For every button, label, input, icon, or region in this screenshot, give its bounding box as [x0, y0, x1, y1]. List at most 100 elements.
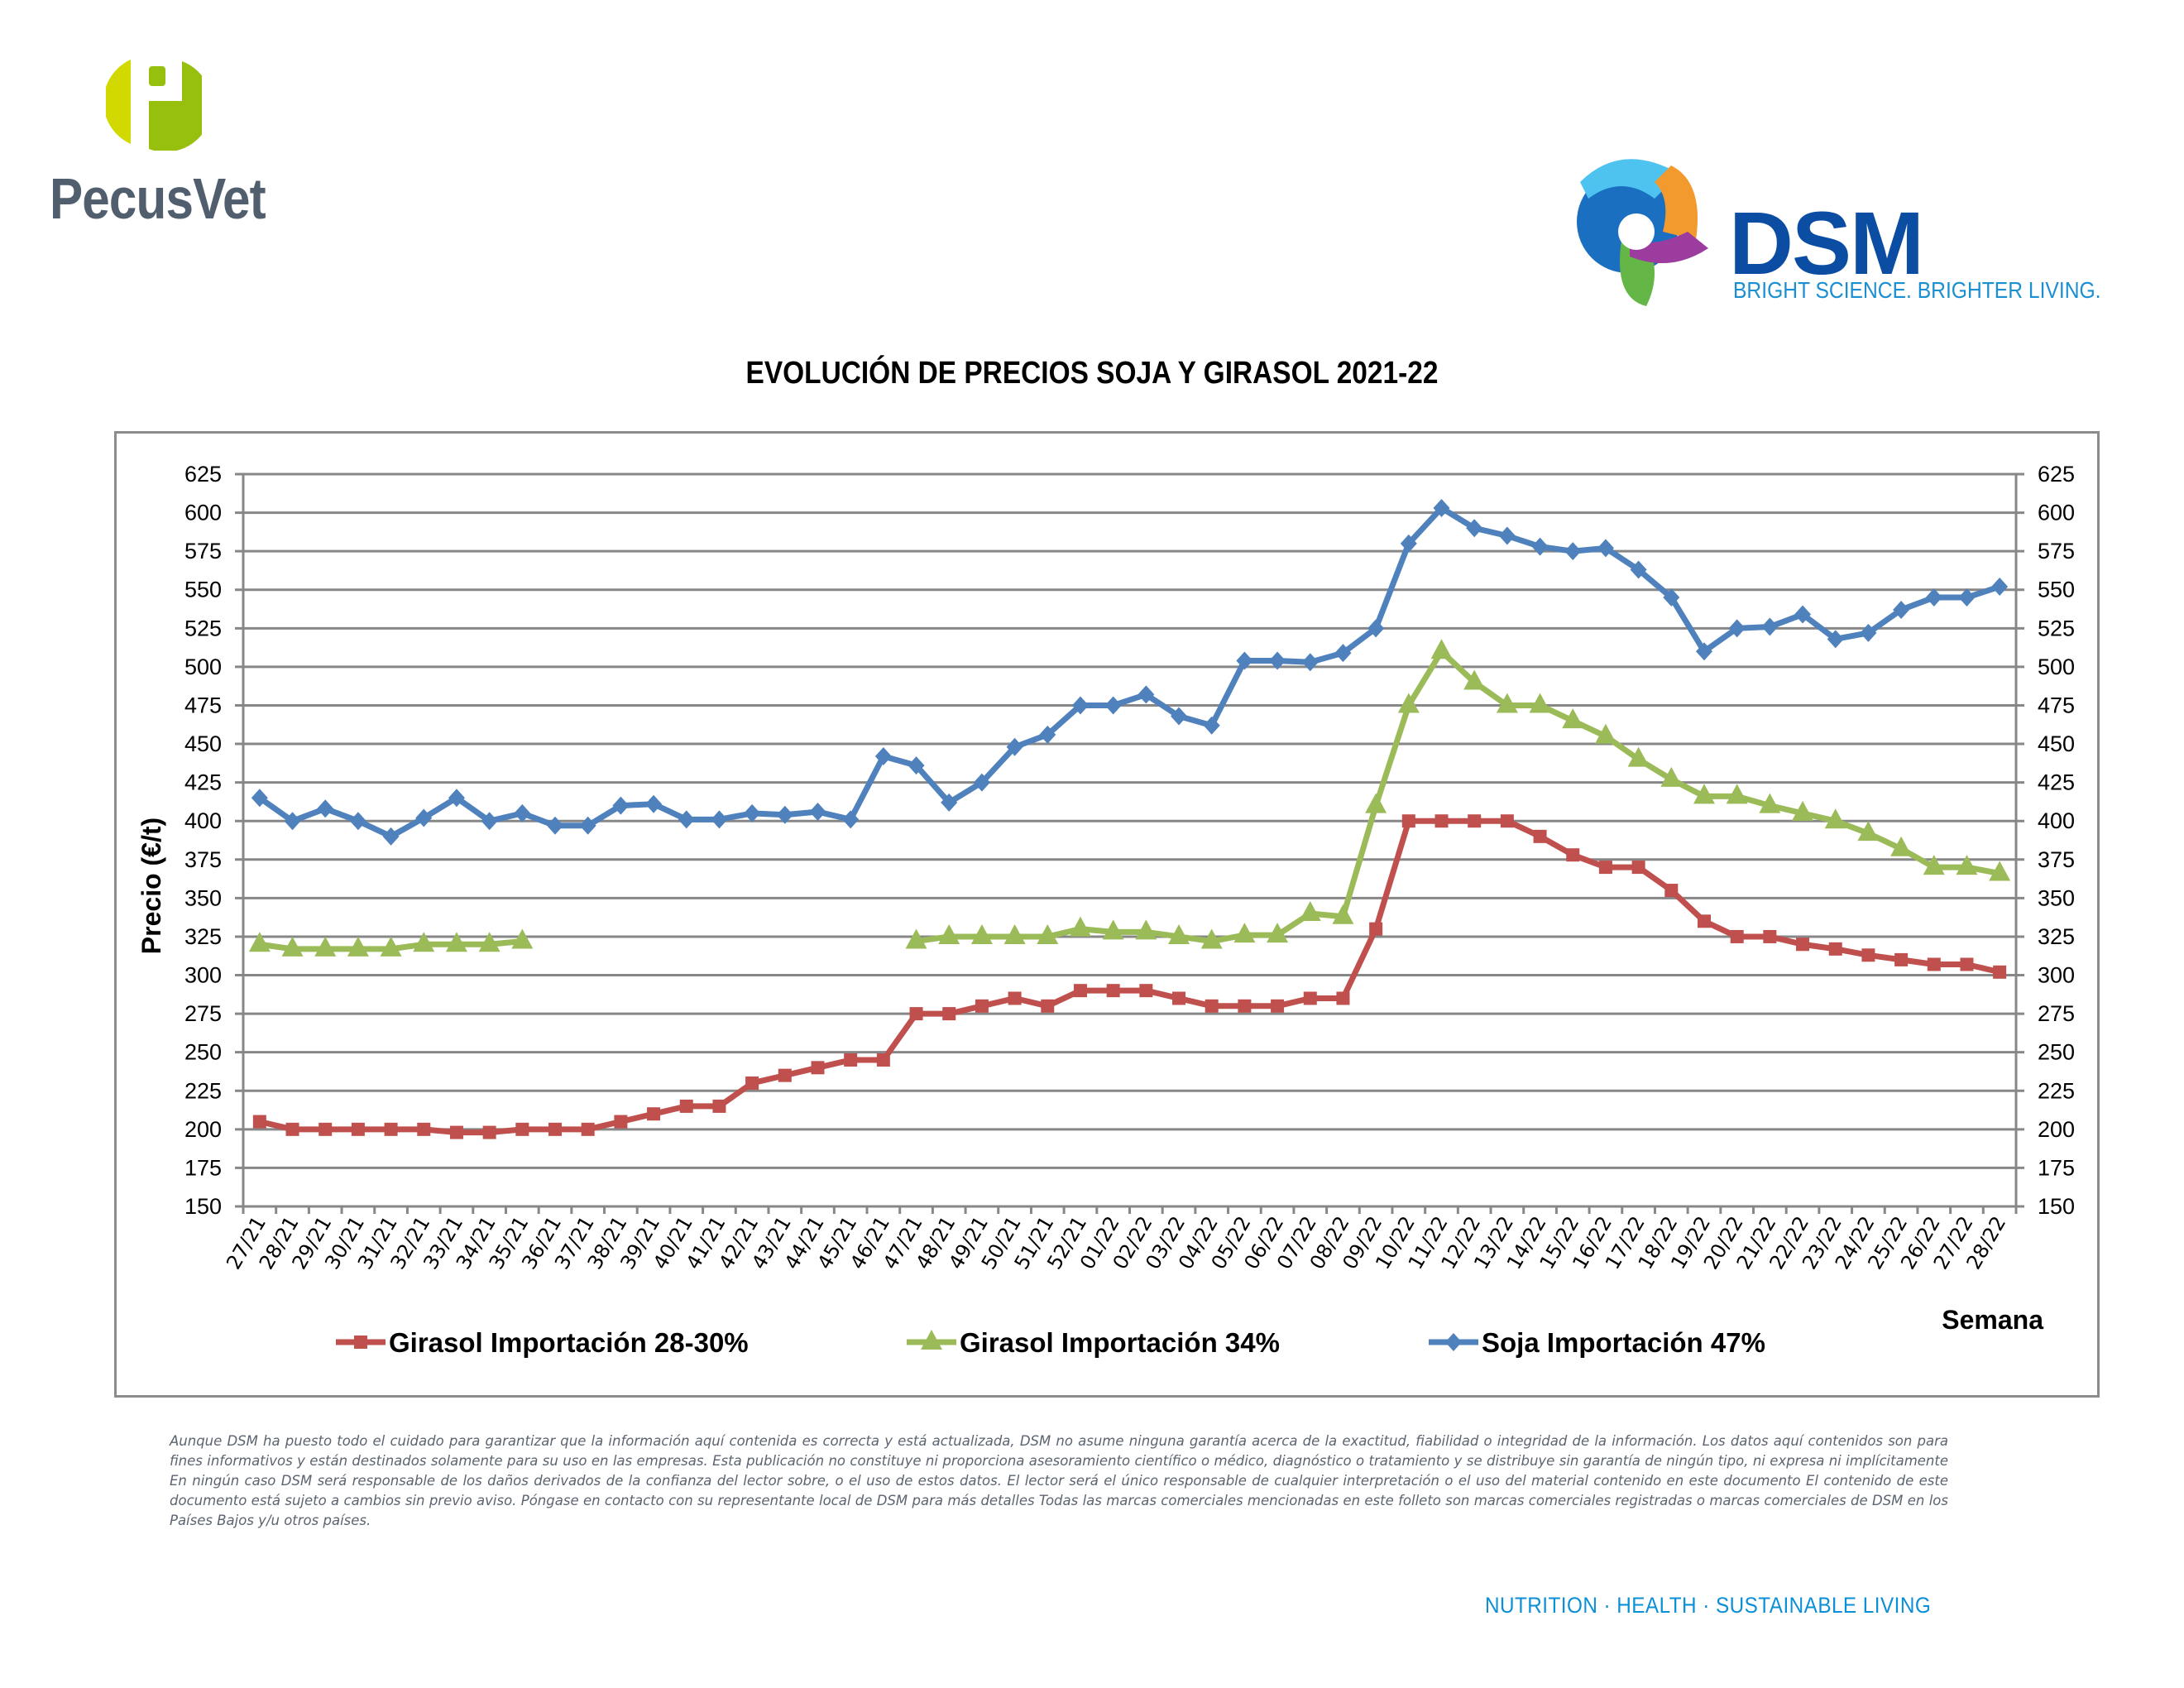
data-point: [1299, 901, 1321, 921]
y-tick-label-left: 250: [184, 1040, 222, 1065]
data-point: [1792, 800, 1814, 821]
data-point: [1336, 991, 1350, 1005]
data-point: [1890, 836, 1913, 856]
data-point: [711, 810, 728, 829]
data-point: [811, 1061, 825, 1075]
data-point: [548, 1122, 563, 1136]
pecusvet-wordmark: PecusVet: [50, 166, 266, 231]
y-tick-label-right: 200: [2038, 1117, 2075, 1142]
data-point: [317, 799, 334, 818]
data-point: [942, 1007, 956, 1021]
data-point: [612, 796, 630, 815]
data-point: [1631, 861, 1645, 875]
data-point: [347, 936, 369, 957]
y-tick-label-right: 550: [2038, 578, 2075, 602]
data-point: [579, 816, 596, 835]
data-point: [1927, 957, 1941, 971]
data-point: [1172, 991, 1186, 1005]
y-tick-label-left: 225: [184, 1078, 222, 1103]
data-point: [1236, 651, 1253, 670]
data-point: [1860, 623, 1877, 642]
data-point: [514, 803, 531, 822]
data-point: [1433, 498, 1450, 517]
data-point: [678, 810, 695, 829]
data-point: [1496, 693, 1518, 713]
y-tick-label-right: 475: [2038, 693, 2075, 717]
data-point: [1597, 539, 1614, 558]
y-tick-label-right: 225: [2038, 1078, 2075, 1103]
data-point: [1498, 526, 1516, 545]
data-point: [285, 1122, 299, 1136]
data-point: [384, 1122, 398, 1136]
y-tick-label-right: 175: [2038, 1155, 2075, 1180]
y-tick-label-right: 425: [2038, 770, 2075, 795]
data-point: [809, 803, 826, 822]
data-point: [744, 803, 761, 822]
data-point: [1730, 929, 1744, 943]
data-point: [1533, 829, 1547, 843]
pecusvet-logo: PecusVet: [48, 58, 280, 232]
data-point: [251, 789, 268, 808]
y-tick-label-right: 525: [2038, 616, 2075, 640]
data-point: [449, 1125, 463, 1139]
data-point: [1598, 861, 1612, 875]
data-point: [1594, 723, 1616, 744]
gridlines: [235, 472, 2024, 1208]
data-point: [1827, 630, 1844, 649]
data-point: [1468, 814, 1482, 828]
data-point: [1993, 965, 2007, 979]
data-point: [1991, 578, 2009, 597]
data-point: [1861, 948, 1875, 962]
data-point: [1401, 814, 1415, 828]
data-point: [1365, 793, 1387, 813]
data-point: [281, 936, 304, 957]
y-tick-label-left: 350: [184, 885, 222, 910]
data-point: [1697, 914, 1711, 928]
data-point: [1500, 814, 1514, 828]
data-point: [1726, 784, 1748, 804]
data-point: [1630, 560, 1647, 579]
data-point: [842, 810, 860, 829]
y-tick-label-right: 300: [2038, 963, 2075, 988]
data-point: [1008, 991, 1022, 1005]
data-point: [647, 1107, 661, 1121]
data-point: [1168, 923, 1190, 944]
data-point: [1663, 588, 1680, 607]
disclaimer-text: Aunque DSM ha puesto todo el cuidado par…: [170, 1433, 1948, 1528]
data-point: [581, 1122, 595, 1136]
data-point: [1960, 957, 1974, 971]
data-point: [478, 932, 500, 952]
dsm-logo: DSM BRIGHT SCIENCE. BRIGHTER LIVING.: [1564, 149, 2110, 331]
data-point: [1989, 861, 2011, 881]
data-point: [1796, 938, 1810, 952]
legend-label: Soja Importación 47%: [1482, 1327, 1765, 1358]
series-lines: [248, 498, 2011, 1139]
y-tick-label-right: 150: [2038, 1194, 2075, 1219]
series-2: [251, 498, 2009, 846]
data-point: [1269, 651, 1286, 670]
data-point: [413, 932, 435, 952]
y-tick-label-left: 450: [184, 731, 222, 756]
data-point: [1303, 991, 1317, 1005]
data-point: [1893, 600, 1910, 619]
data-point: [938, 923, 960, 944]
data-point: [380, 936, 402, 957]
y-tick-label-right: 350: [2038, 885, 2075, 910]
data-point: [1828, 942, 1842, 956]
series-line: [259, 818, 2000, 1136]
data-point: [909, 1007, 923, 1021]
y-tick-label-left: 325: [184, 924, 222, 949]
footer-tagline: NUTRITION · HEALTH · SUSTAINABLE LIVING: [1485, 1593, 1932, 1618]
y-tick-label-left: 600: [184, 501, 222, 525]
data-point: [482, 1125, 496, 1139]
data-point: [1466, 519, 1483, 538]
data-point: [1956, 855, 1978, 875]
data-point: [1566, 848, 1580, 862]
data-point: [776, 805, 793, 824]
data-point: [511, 928, 534, 949]
data-point: [248, 932, 271, 952]
data-point: [1660, 766, 1683, 787]
data-point: [874, 746, 892, 765]
data-point: [252, 1115, 266, 1129]
data-point: [445, 932, 467, 952]
